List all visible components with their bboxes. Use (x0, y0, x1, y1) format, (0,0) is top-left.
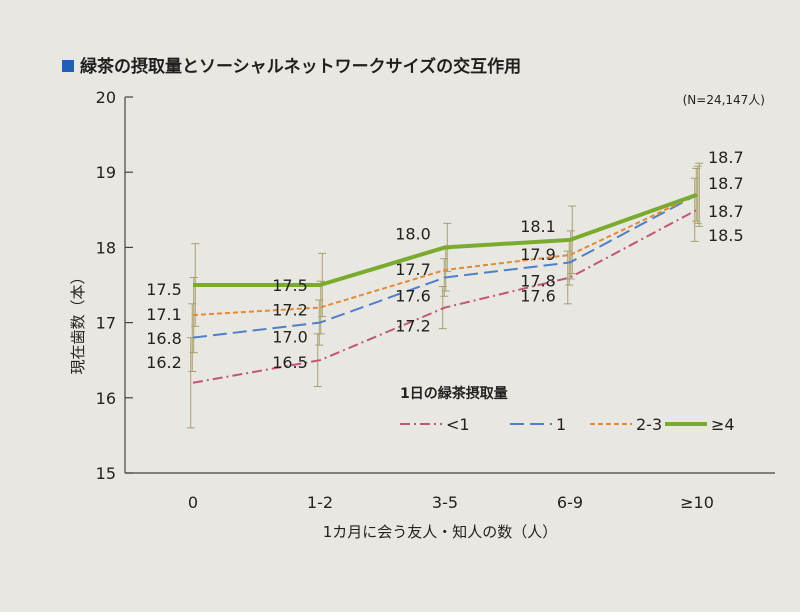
data-label: 18.5 (708, 226, 744, 245)
x-tick-label: ≥10 (680, 493, 714, 512)
y-tick-label: 20 (96, 88, 116, 107)
series-line (192, 193, 698, 317)
data-label: 17.8 (520, 271, 556, 290)
legend: 1日の緑茶摂取量 <1 1 2-3 ≥4 (400, 385, 735, 434)
data-label: 17.5 (146, 280, 182, 299)
data-label: 17.7 (395, 260, 431, 279)
series-group (186, 162, 704, 429)
series-line (192, 208, 698, 384)
series-line (193, 192, 698, 287)
data-label: 17.6 (395, 286, 431, 305)
data-label: 18.7 (708, 148, 744, 167)
data-label: 18.7 (708, 174, 744, 193)
x-tick-label: 1-2 (307, 493, 333, 512)
data-label: 16.8 (146, 329, 182, 348)
y-tick-label: 19 (96, 163, 116, 182)
error-bars (186, 162, 704, 429)
data-label: 17.2 (395, 317, 431, 336)
data-label: 17.5 (272, 276, 308, 295)
data-labels: 16.2 16.517.217.618.516.8 17.017.617.818.7… (146, 148, 743, 372)
series-line (192, 193, 698, 339)
legend-title: 1日の緑茶摂取量 (400, 385, 508, 402)
sample-note: (N=24,147人) (683, 93, 765, 107)
legend-item-label: ≥4 (711, 415, 735, 434)
legend-item-label: <1 (446, 415, 470, 434)
data-label: 18.1 (520, 217, 556, 236)
data-label: 17.0 (272, 328, 308, 347)
data-label: 17.9 (520, 245, 556, 264)
data-label: 17.6 (520, 286, 556, 305)
x-tick-label: 0 (188, 493, 198, 512)
x-axis-label: 1カ月に会う友人・知人の数（人） (323, 523, 558, 541)
y-tick-label: 16 (96, 389, 116, 408)
chart-title: 緑茶の摂取量とソーシャルネットワークサイズの交互作用 (80, 56, 521, 77)
legend-item-label: 1 (556, 415, 566, 434)
x-tick-label: 6-9 (557, 493, 583, 512)
axes: 15 16 17 18 19 20 0 1-2 3-5 6-9 ≥10 (96, 88, 775, 512)
y-tick-label: 17 (96, 314, 116, 333)
x-tick-label: 3-5 (432, 493, 458, 512)
title-square (62, 60, 74, 72)
data-label: 17.2 (272, 301, 308, 320)
data-label: 16.2 (146, 353, 182, 372)
legend-item-label: 2-3 (636, 415, 662, 434)
y-tick-label: 18 (96, 238, 116, 257)
data-label: 17.1 (146, 305, 182, 324)
data-label: 18.7 (708, 202, 744, 221)
y-tick-label: 15 (96, 464, 116, 483)
data-label: 16.5 (272, 353, 308, 372)
data-label: 18.0 (395, 224, 431, 243)
y-axis-label: 現在歯数（本） (69, 269, 87, 374)
